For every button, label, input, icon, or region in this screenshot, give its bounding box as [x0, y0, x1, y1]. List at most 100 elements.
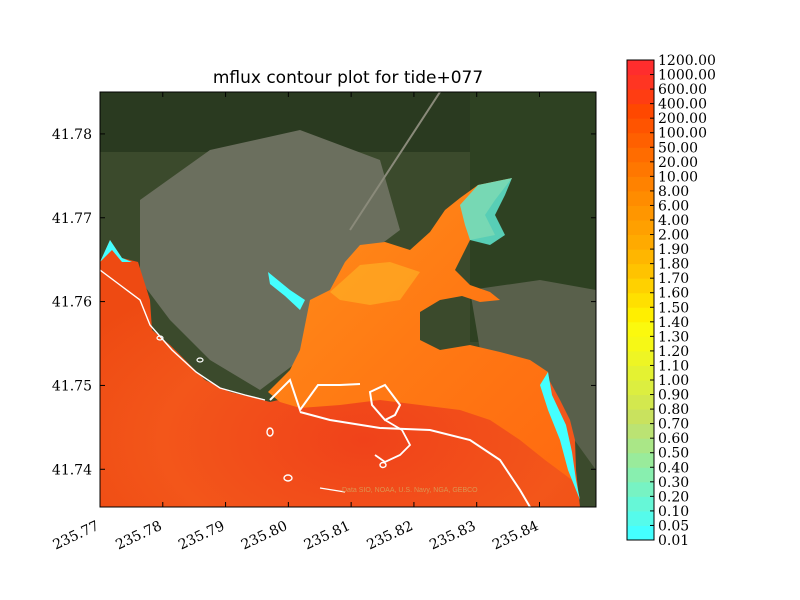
- colorbar-band: [627, 409, 654, 425]
- colorbar-label: 1.40: [658, 315, 689, 331]
- offshore-region: [100, 240, 580, 507]
- colorbar-label: 0.01: [658, 533, 689, 549]
- colorbar-label: 1.10: [658, 358, 689, 374]
- colorbar-band: [627, 292, 654, 308]
- colorbar-band: [627, 249, 654, 265]
- colorbar-label: 1.50: [658, 300, 689, 316]
- colorbar-label: 6.00: [658, 198, 689, 214]
- colorbar-band: [627, 234, 654, 250]
- colorbar-band: [627, 60, 654, 76]
- rock-2: [266, 427, 274, 437]
- x-tick-label: 235.81: [302, 518, 353, 553]
- bay-region: [268, 178, 572, 480]
- colorbar-label: 100.00: [658, 126, 707, 142]
- south-channel: [299, 411, 531, 507]
- colorbar-band: [627, 365, 654, 381]
- colorbar-label: 1.30: [658, 329, 689, 345]
- colorbar-label: 1.20: [658, 344, 689, 360]
- colorbar-label: 0.05: [658, 518, 689, 534]
- colorbar-band: [627, 176, 654, 192]
- colorbar-label: 0.80: [658, 402, 689, 418]
- colorbar-band: [627, 336, 654, 352]
- basemap-highway: [349, 92, 441, 231]
- colorbar-band: [627, 496, 654, 512]
- colorbar-label: 8.00: [658, 184, 689, 200]
- colorbar-band: [627, 205, 654, 221]
- breakwater: [269, 378, 361, 413]
- colorbar-band: [627, 89, 654, 105]
- colorbar: 0.010.050.100.200.300.400.500.600.700.80…: [626, 53, 716, 549]
- x-tick-label: 235.83: [427, 518, 478, 553]
- basemap-attribution: Data SIO, NOAA, U.S. Navy, NGA, GEBCO: [342, 487, 478, 494]
- colorbar-label: 0.60: [658, 431, 689, 447]
- colorbar-band: [627, 452, 654, 468]
- title: mflux contour plot for tide+077: [212, 68, 484, 88]
- plot-area: Data SIO, NOAA, U.S. Navy, NGA, GEBCO: [100, 92, 596, 507]
- colorbar-label: 1000.00: [658, 68, 716, 84]
- colorbar-label: 0.40: [658, 460, 689, 476]
- basemap-town: [140, 130, 400, 390]
- north-inlet-shallow: [268, 272, 305, 310]
- colorbar-band: [627, 190, 654, 206]
- west-shore-shallow: [100, 240, 132, 262]
- harbor-jetty: [368, 383, 402, 422]
- colorbar-band: [627, 350, 654, 366]
- y-tick-label: 41.75: [52, 378, 92, 394]
- colorbar-label: 1.60: [658, 286, 689, 302]
- colorbar-band: [627, 220, 654, 236]
- colorbar-label: 1.90: [658, 242, 689, 258]
- colorbar-band: [627, 132, 654, 148]
- colorbar-band: [627, 380, 654, 396]
- rock-5: [156, 335, 164, 341]
- colorbar-band: [627, 307, 654, 323]
- colorbar-band: [627, 147, 654, 163]
- x-tick-label: 235.78: [113, 518, 164, 553]
- colorbar-label: 50.00: [658, 140, 698, 156]
- colorbar-label: 400.00: [658, 97, 707, 113]
- y-tick-label: 41.74: [52, 462, 92, 478]
- colorbar-label: 1200.00: [658, 53, 716, 69]
- colorbar-band: [627, 278, 654, 294]
- colorbar-label: 600.00: [658, 82, 707, 98]
- colorbar-label: 20.00: [658, 155, 698, 171]
- y-tick-label: 41.76: [52, 295, 92, 311]
- y-tick-label: 41.77: [52, 211, 92, 227]
- colorbar-label: 0.20: [658, 489, 689, 505]
- inner-bay-shallow: [460, 178, 512, 245]
- colorbar-band: [627, 481, 654, 497]
- plot-frame: [99, 91, 597, 508]
- colorbar-label: 0.50: [658, 446, 689, 462]
- colorbar-label: 1.80: [658, 257, 689, 273]
- colorbar-label: 200.00: [658, 111, 707, 127]
- colorbar-label: 10.00: [658, 169, 698, 185]
- colorbar-band: [627, 525, 654, 541]
- colorbar-band: [627, 438, 654, 454]
- colorbar-band: [627, 103, 654, 119]
- colorbar-band: [627, 394, 654, 410]
- colorbar-label: 2.00: [658, 228, 689, 244]
- x-tick-label: 235.79: [176, 518, 227, 553]
- x-tick-label: 235.84: [490, 518, 541, 553]
- inner-bay-yellow: [330, 262, 420, 305]
- east-shore-shallow: [540, 372, 580, 500]
- colorbar-label: 0.30: [658, 475, 689, 491]
- y-axis: 41.74 41.75 41.76 41.77 41.78: [52, 127, 596, 478]
- colorbar-band: [627, 510, 654, 526]
- x-tick-label: 235.82: [364, 518, 415, 553]
- rock-4: [196, 357, 204, 363]
- pier-line: [319, 487, 346, 493]
- x-tick-label: 235.77: [51, 518, 102, 553]
- y-tick-label: 41.78: [52, 127, 92, 143]
- colorbar-label: 0.10: [658, 504, 689, 520]
- rock-3: [379, 461, 387, 469]
- colorbar-band: [627, 118, 654, 134]
- colorbar-band: [627, 263, 654, 279]
- colorbar-label: 0.70: [658, 417, 689, 433]
- colorbar-label: 4.00: [658, 213, 689, 229]
- rock-1: [283, 474, 293, 482]
- colorbar-band: [627, 467, 654, 483]
- colorbar-band: [627, 321, 654, 337]
- colorbar-band: [627, 74, 654, 90]
- colorbar-label: 1.00: [658, 373, 689, 389]
